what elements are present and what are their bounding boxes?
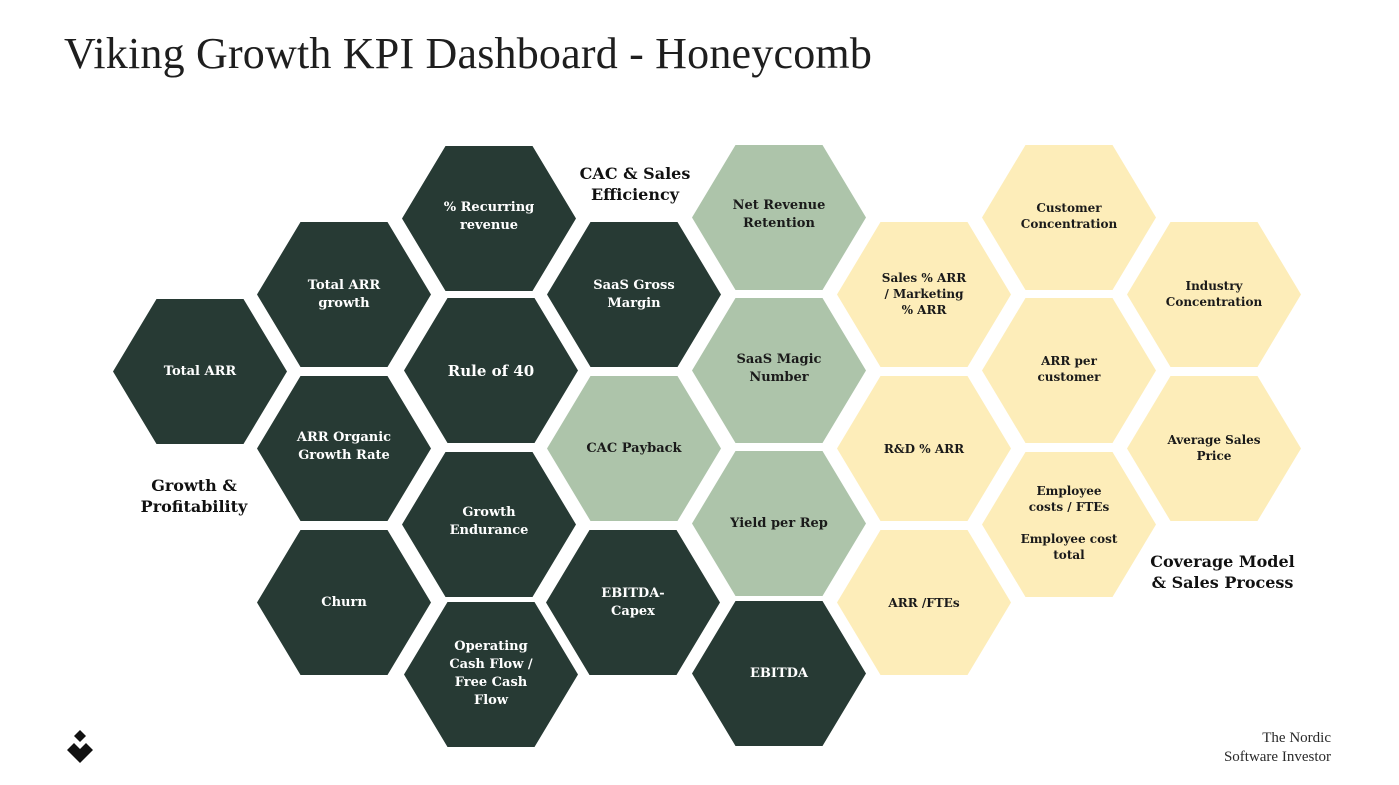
- kpi-arr-per-customer: ARR per customer: [982, 298, 1156, 443]
- kpi-average-sales-price: Average Sales Price: [1127, 376, 1301, 521]
- page-title: Viking Growth KPI Dashboard - Honeycomb: [64, 29, 873, 78]
- kpi-label: Sales % ARR / Marketing % ARR: [881, 271, 967, 317]
- diamond-logo-icon: [67, 730, 93, 763]
- kpi-label: Total ARR growth: [307, 278, 381, 311]
- kpi-label: Customer Concentration: [1020, 201, 1118, 231]
- kpi-label: SaaS Magic Number: [736, 352, 822, 385]
- footer-brand: The Nordic Software Investor: [1223, 730, 1331, 765]
- kpi-label: Total ARR: [163, 363, 237, 379]
- kpi-label: Average Sales Price: [1167, 433, 1261, 463]
- kpi-label: Net Revenue Retention: [732, 198, 826, 231]
- kpi-total-arr-growth: Total ARR growth: [257, 222, 431, 367]
- kpi-sales-marketing-pct-arr: Sales % ARR / Marketing % ARR: [837, 222, 1011, 367]
- kpi-label: SaaS Gross Margin: [593, 278, 675, 311]
- kpi-saas-magic-number: SaaS Magic Number: [692, 298, 866, 443]
- kpi-label: Industry Concentration: [1165, 279, 1263, 309]
- kpi-industry-concentration: Industry Concentration: [1127, 222, 1301, 367]
- kpi-recurring-revenue: % Recurring revenue: [402, 146, 576, 291]
- kpi-net-revenue-retention: Net Revenue Retention: [692, 145, 866, 290]
- kpi-churn: Churn: [257, 530, 431, 675]
- kpi-rd-pct-arr: R&D % ARR: [837, 376, 1011, 521]
- kpi-arr-organic-growth-rate: ARR Organic Growth Rate: [257, 376, 431, 521]
- group-label-cac-sales-efficiency: CAC & Sales Efficiency: [579, 164, 691, 204]
- kpi-label: Yield per Rep: [730, 515, 828, 531]
- kpi-label: ARR /FTEs: [888, 595, 960, 610]
- kpi-ebitda-capex: EBITDA- Capex: [546, 530, 720, 675]
- kpi-label: R&D % ARR: [883, 441, 965, 456]
- kpi-label: Operating Cash Flow / Free Cash Flow: [449, 639, 533, 708]
- kpi-label: Rule of 40: [447, 361, 535, 380]
- kpi-total-arr: Total ARR: [113, 299, 287, 444]
- kpi-growth-endurance: Growth Endurance: [402, 452, 576, 597]
- kpi-label: Churn: [321, 594, 367, 610]
- kpi-employee-costs: Employee costs / FTEs Employee cost tota…: [982, 452, 1156, 597]
- kpi-customer-concentration: Customer Concentration: [982, 145, 1156, 290]
- kpi-label: EBITDA- Capex: [601, 586, 665, 619]
- kpi-label: ARR per customer: [1037, 354, 1101, 384]
- kpi-label: Growth Endurance: [449, 505, 529, 538]
- kpi-rule-of-40: Rule of 40: [404, 298, 578, 443]
- kpi-saas-gross-margin: SaaS Gross Margin: [547, 222, 721, 367]
- kpi-label: CAC Payback: [586, 440, 682, 456]
- kpi-operating-cash-flow: Operating Cash Flow / Free Cash Flow: [404, 602, 578, 747]
- kpi-label: % Recurring revenue: [443, 200, 535, 233]
- kpi-label: EBITDA: [749, 665, 808, 681]
- kpi-ebitda: EBITDA: [692, 601, 866, 746]
- kpi-arr-per-fte: ARR /FTEs: [837, 530, 1011, 675]
- kpi-label: Employee costs / FTEs Employee cost tota…: [1020, 484, 1118, 562]
- kpi-cac-payback: CAC Payback: [547, 376, 721, 521]
- kpi-yield-per-rep: Yield per Rep: [692, 451, 866, 596]
- kpi-label: ARR Organic Growth Rate: [296, 430, 392, 463]
- group-label-growth-profitability: Growth & Profitability: [140, 476, 248, 516]
- group-label-coverage-sales-process: Coverage Model & Sales Process: [1150, 552, 1295, 592]
